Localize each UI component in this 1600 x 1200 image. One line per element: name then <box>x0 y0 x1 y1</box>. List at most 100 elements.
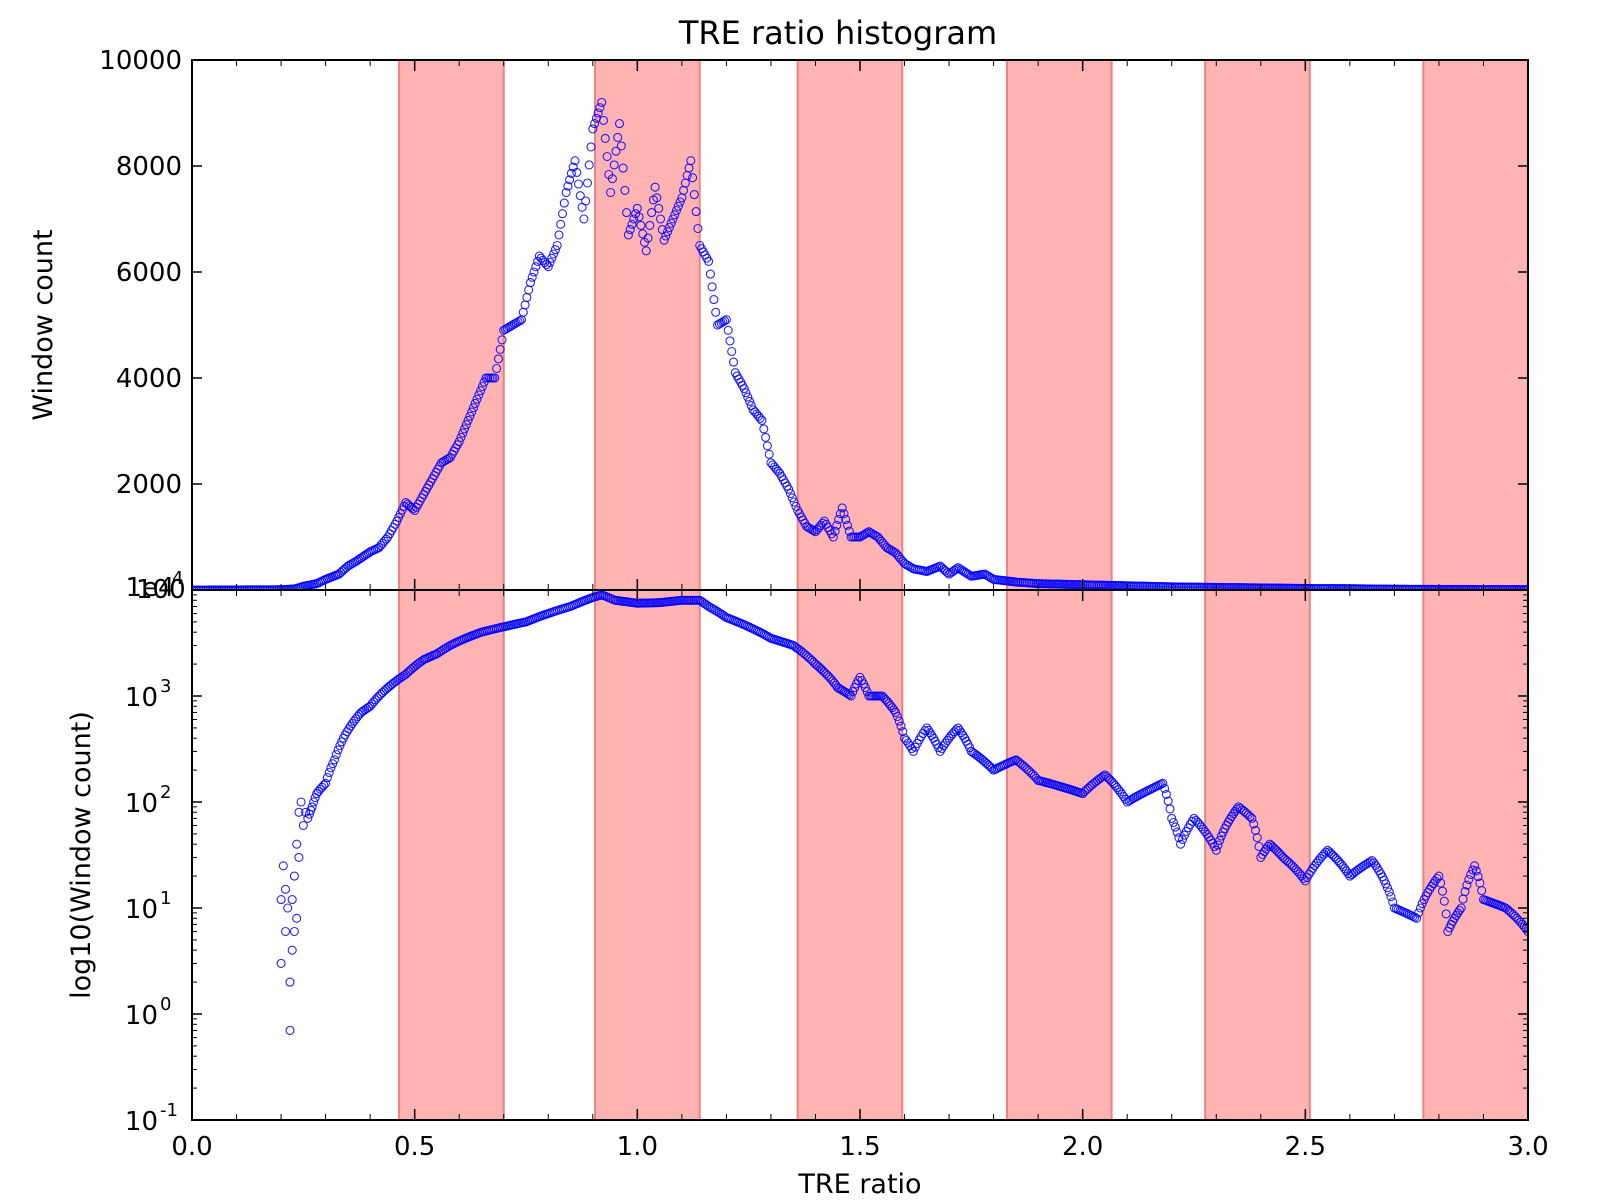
top-point <box>761 432 771 442</box>
top-point <box>607 174 617 184</box>
top-point <box>550 245 560 255</box>
top-point <box>643 233 653 243</box>
shaded-band-6 <box>1422 590 1528 1120</box>
bottom-point <box>983 760 994 770</box>
bottom-point <box>860 683 870 693</box>
top-point <box>842 520 853 530</box>
top-point <box>557 209 568 219</box>
top-point <box>470 398 480 408</box>
top-point <box>559 198 569 208</box>
top-point <box>495 344 505 354</box>
bottom-point <box>298 820 308 831</box>
bottom-point <box>326 763 336 773</box>
top-point <box>529 267 539 277</box>
top-point <box>688 173 698 183</box>
shaded-band-6 <box>1422 60 1528 590</box>
top-point <box>522 292 532 302</box>
bottom-point <box>1468 865 1478 875</box>
top-point <box>600 133 610 143</box>
x-tick-label: 3.0 <box>1507 1132 1548 1162</box>
bottom-point <box>1215 835 1225 845</box>
top-point <box>787 493 797 503</box>
top-point <box>465 411 475 421</box>
shaded-band-1 <box>398 590 505 1120</box>
bottom-point <box>891 707 901 717</box>
top-point <box>670 210 680 220</box>
top-point <box>721 315 731 325</box>
bottom-point <box>307 802 317 812</box>
top-point <box>723 325 733 335</box>
top-point <box>720 316 730 326</box>
top-point <box>671 205 682 216</box>
top-point <box>606 187 616 198</box>
top-point <box>531 262 541 272</box>
bottom-point <box>922 723 932 733</box>
bottom-point <box>1464 874 1474 885</box>
bottom-point <box>817 665 827 675</box>
shaded-band-3 <box>796 60 904 590</box>
top-point <box>632 203 642 213</box>
bottom-point <box>1454 905 1465 915</box>
top-point <box>468 403 479 413</box>
top-point <box>579 214 589 224</box>
bottom-point <box>280 884 291 894</box>
x-axis-label: TRE ratio <box>797 1169 921 1200</box>
top-point <box>759 424 769 434</box>
bottom-point <box>1228 809 1238 819</box>
bottom-point <box>294 852 304 862</box>
top-point <box>566 168 576 178</box>
top-point <box>490 373 500 383</box>
top-point <box>581 196 591 206</box>
top-point <box>668 214 678 224</box>
top-point <box>704 256 714 266</box>
top-point <box>570 156 580 166</box>
top-point <box>588 124 598 134</box>
top-point <box>547 253 557 263</box>
shaded-band-2 <box>594 60 701 590</box>
bottom-point <box>898 727 908 737</box>
top-point <box>809 526 819 536</box>
top-point <box>647 208 657 218</box>
top-point <box>664 222 674 233</box>
shaded-band-5 <box>1204 60 1311 590</box>
bottom-point <box>1477 886 1487 896</box>
top-point <box>728 357 739 367</box>
top-point <box>461 420 471 430</box>
top-point <box>743 392 753 402</box>
top-point <box>561 187 571 198</box>
top-point <box>673 201 683 211</box>
top-point <box>515 316 525 326</box>
bottom-point <box>289 926 299 937</box>
shaded-band-3 <box>796 590 904 1120</box>
bottom-point <box>923 725 934 735</box>
bottom-point <box>319 780 329 790</box>
top-point <box>556 219 566 229</box>
bottom-point <box>321 778 331 788</box>
bottom-y-tick-exponent: 2 <box>160 782 171 803</box>
top-y-tick-label: 4000 <box>116 364 182 394</box>
bottom-point <box>329 755 340 765</box>
top-point <box>627 219 637 229</box>
bottom-point <box>1470 861 1480 871</box>
bottom-y-tick-exponent: 0 <box>160 994 171 1015</box>
top-point <box>841 514 851 525</box>
bottom-point <box>887 703 897 713</box>
top-point <box>645 220 655 230</box>
bottom-point <box>951 725 961 735</box>
top-point <box>757 415 767 425</box>
top-point <box>634 212 644 222</box>
top-point <box>527 272 537 282</box>
bottom-point <box>1384 887 1394 897</box>
top-point <box>650 182 660 192</box>
top-point <box>835 509 845 519</box>
bottom-point <box>331 750 341 760</box>
bottom-point <box>816 663 826 674</box>
top-point <box>785 488 796 499</box>
bottom-y-tick-label: 10 <box>125 1107 158 1137</box>
bottom-point <box>1451 910 1461 921</box>
top-point <box>525 278 536 288</box>
bottom-y-tick-exponent: 1 <box>160 888 171 909</box>
top-point <box>614 119 625 129</box>
bottom-point <box>1271 845 1281 855</box>
bottom-y-tick-exponent: 4 <box>172 568 183 589</box>
